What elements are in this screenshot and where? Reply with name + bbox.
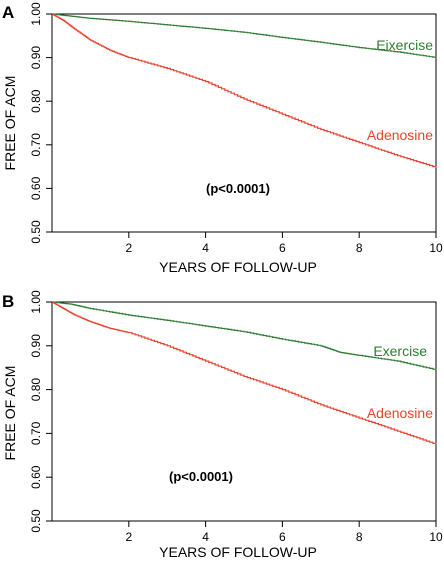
km-chart-a: A FREE OF ACM YEARS OF FOLLOW-UP 0.50 0.6… bbox=[2, 2, 443, 275]
plot-frame bbox=[51, 13, 437, 233]
y-axis: 0.50 0.60 0.70 0.80 0.90 1.00 bbox=[29, 2, 52, 244]
y-tick-label: 0.80 bbox=[29, 89, 43, 113]
panel-letter: A bbox=[2, 3, 14, 22]
y-tick-label: 0.60 bbox=[29, 176, 43, 200]
exercise-series-label: Eixercise bbox=[376, 37, 433, 53]
chart-panel-a: A FREE OF ACM YEARS OF FOLLOW-UP 0.50 0.6… bbox=[2, 2, 443, 275]
x-axis-label: YEARS OF FOLLOW-UP bbox=[159, 544, 317, 560]
x-tick-label: 10 bbox=[429, 530, 443, 544]
x-tick-label: 8 bbox=[356, 530, 363, 544]
exercise-series-label: Exercise bbox=[373, 343, 427, 359]
x-tick-label: 2 bbox=[125, 530, 132, 544]
x-tick-label: 4 bbox=[202, 241, 209, 255]
x-tick-label: 6 bbox=[279, 241, 286, 255]
plot-frame bbox=[51, 301, 437, 522]
adenosine-survival-curve bbox=[52, 13, 437, 168]
y-tick-label: 0.50 bbox=[29, 509, 43, 533]
y-tick-label: 0.90 bbox=[29, 46, 43, 70]
y-tick-label: 0.70 bbox=[29, 133, 43, 157]
y-tick-label: 0.90 bbox=[29, 334, 43, 358]
x-tick-label: 10 bbox=[429, 241, 443, 255]
exercise-survival-curve bbox=[52, 13, 437, 58]
adenosine-survival-curve bbox=[52, 301, 437, 445]
y-tick-label: 0.60 bbox=[29, 465, 43, 489]
x-tick-label: 4 bbox=[202, 530, 209, 544]
x-axis: 2 4 6 8 10 bbox=[125, 521, 443, 544]
y-tick-label: 0.80 bbox=[29, 378, 43, 402]
x-axis: 2 4 6 8 10 bbox=[125, 232, 443, 255]
km-chart-b: B FREE OF ACM YEARS OF FOLLOW-UP 0.50 0.6… bbox=[2, 290, 443, 560]
y-axis: 0.50 0.60 0.70 0.80 0.90 1.00 bbox=[29, 290, 52, 533]
x-tick-label: 8 bbox=[356, 241, 363, 255]
y-axis-label: FREE OF ACM bbox=[2, 76, 18, 171]
y-tick-label: 0.50 bbox=[29, 220, 43, 244]
adenosine-series-label: Adenosine bbox=[367, 405, 433, 421]
y-tick-label: 1.00 bbox=[29, 290, 43, 314]
adenosine-series-label: Adenosine bbox=[367, 127, 433, 143]
y-tick-label: 1.00 bbox=[29, 2, 43, 26]
x-axis-label: YEARS OF FOLLOW-UP bbox=[159, 259, 317, 275]
y-axis-label: FREE OF ACM bbox=[2, 366, 18, 461]
x-tick-label: 2 bbox=[125, 241, 132, 255]
chart-panel-b: B FREE OF ACM YEARS OF FOLLOW-UP 0.50 0.6… bbox=[0, 281, 444, 562]
exercise-survival-curve bbox=[52, 301, 437, 370]
panel-letter: B bbox=[2, 292, 14, 311]
y-tick-label: 0.70 bbox=[29, 421, 43, 445]
p-value-annotation: (p<0.0001) bbox=[169, 469, 233, 484]
p-value-annotation: (p<0.0001) bbox=[206, 181, 270, 196]
x-tick-label: 6 bbox=[279, 530, 286, 544]
